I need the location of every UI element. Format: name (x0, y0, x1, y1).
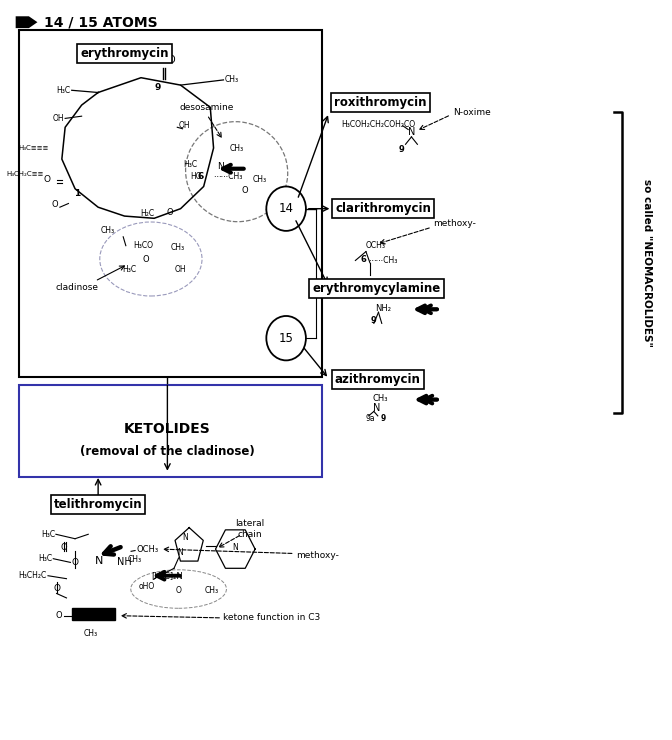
Text: CH₃: CH₃ (83, 629, 97, 638)
Text: 9: 9 (371, 316, 377, 325)
Text: H₃C: H₃C (183, 160, 197, 169)
Text: H₃COH₂CH₂COH₂CO: H₃COH₂CH₂COH₂CO (341, 120, 415, 129)
Text: CH₃: CH₃ (230, 144, 244, 152)
Text: H₂C: H₂C (140, 209, 155, 218)
Text: 9: 9 (155, 83, 161, 92)
Text: CH₃: CH₃ (204, 586, 218, 595)
Text: 6: 6 (198, 172, 204, 181)
Ellipse shape (131, 570, 226, 608)
Text: so called "NEOMACROLIDES": so called "NEOMACROLIDES" (642, 178, 652, 347)
Text: H₃C: H₃C (41, 530, 55, 539)
Text: OH: OH (179, 121, 190, 130)
Text: OCH₃: OCH₃ (366, 241, 385, 250)
Text: O: O (166, 208, 173, 217)
Text: O: O (71, 558, 79, 567)
Text: H₃C: H₃C (123, 265, 137, 274)
Text: O: O (53, 584, 60, 593)
Text: H₃CH₂C: H₃CH₂C (18, 571, 46, 580)
Text: (removal of the cladinose): (removal of the cladinose) (80, 445, 255, 458)
Circle shape (266, 186, 306, 231)
Text: desosamine: desosamine (180, 104, 234, 112)
Ellipse shape (99, 222, 202, 296)
Text: N: N (217, 162, 224, 171)
Text: roxithromycin: roxithromycin (334, 95, 427, 109)
Text: CH₃: CH₃ (373, 394, 388, 403)
Text: O: O (56, 611, 62, 620)
Text: oHO: oHO (139, 582, 155, 591)
Text: KETOLIDES: KETOLIDES (124, 423, 211, 436)
Text: 9: 9 (380, 414, 386, 423)
Text: N-oxime: N-oxime (453, 108, 491, 117)
Text: 1: 1 (74, 189, 80, 198)
FancyBboxPatch shape (19, 385, 323, 477)
Text: O: O (241, 186, 248, 195)
Text: CH₃: CH₃ (128, 555, 142, 564)
Text: H₃CH₂C≡≡: H₃CH₂C≡≡ (7, 171, 44, 177)
Text: erythromycin: erythromycin (80, 47, 169, 60)
Text: CH₃: CH₃ (170, 243, 184, 252)
Text: H₃C: H₃C (38, 554, 52, 563)
Text: N: N (373, 403, 380, 413)
Text: N: N (182, 534, 188, 542)
Text: 14: 14 (279, 202, 294, 215)
Text: O: O (60, 543, 67, 552)
Text: O: O (175, 586, 181, 595)
Text: OH: OH (52, 114, 64, 123)
Text: HO: HO (191, 172, 202, 181)
Text: OH: OH (175, 265, 186, 274)
FancyBboxPatch shape (19, 30, 323, 377)
Text: H₃C: H₃C (56, 86, 71, 95)
Text: N: N (95, 556, 103, 566)
Text: 9: 9 (398, 145, 405, 154)
Text: erythromycylamine: erythromycylamine (312, 282, 441, 295)
Text: 6: 6 (361, 255, 366, 263)
Text: ⋯⋯CH₃: ⋯⋯CH₃ (368, 256, 398, 265)
Text: CH₃: CH₃ (101, 226, 115, 235)
Text: telithromycin: telithromycin (54, 498, 142, 511)
Text: O: O (44, 175, 50, 184)
Text: OCH₃: OCH₃ (136, 545, 159, 554)
Text: azithromycin: azithromycin (335, 373, 421, 386)
Text: H₃CO: H₃CO (133, 241, 153, 250)
Text: 9a: 9a (365, 414, 375, 423)
Text: CH₃: CH₃ (253, 175, 267, 184)
Text: O: O (167, 55, 175, 65)
Text: H₃C≡≡≡: H₃C≡≡≡ (18, 145, 48, 151)
Ellipse shape (185, 121, 288, 222)
Text: NH₂: NH₂ (375, 304, 391, 313)
Text: NH: NH (117, 557, 131, 568)
Circle shape (266, 316, 306, 360)
Polygon shape (15, 16, 38, 28)
Text: O: O (52, 201, 58, 209)
FancyBboxPatch shape (72, 608, 115, 620)
Text: methoxy-: methoxy- (433, 219, 476, 228)
Text: CH₃: CH₃ (224, 75, 239, 84)
Text: cladinose: cladinose (55, 283, 98, 292)
Text: lateral
chain: lateral chain (235, 519, 265, 539)
Text: N: N (177, 548, 183, 557)
Text: ⋯⋯CH₃: ⋯⋯CH₃ (214, 172, 243, 181)
Text: [H₃C]₂N: [H₃C]₂N (151, 571, 183, 580)
Text: N: N (408, 127, 415, 137)
Text: methoxy-: methoxy- (296, 551, 339, 559)
Text: ketone function in C3: ketone function in C3 (224, 613, 321, 622)
Text: 15: 15 (279, 332, 294, 345)
Text: clarithromycin: clarithromycin (335, 202, 431, 215)
Text: O: O (142, 255, 149, 263)
Text: N: N (233, 543, 238, 552)
Text: 14 / 15 ATOMS: 14 / 15 ATOMS (44, 16, 158, 29)
